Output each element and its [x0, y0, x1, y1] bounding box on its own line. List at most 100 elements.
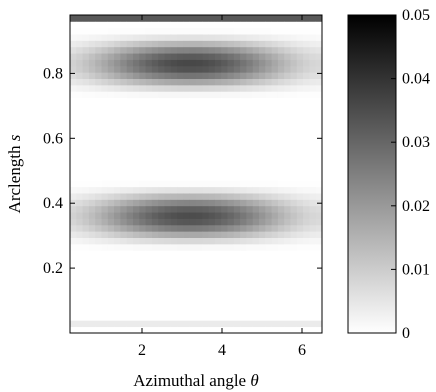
- heatmap-cell: [107, 104, 115, 111]
- heatmap-cell: [221, 186, 228, 194]
- heatmap-cell: [202, 135, 209, 143]
- heatmap-cell: [214, 154, 222, 162]
- heatmap-cell: [277, 129, 285, 137]
- heatmap-cell: [221, 154, 228, 162]
- heatmap-cell: [133, 205, 140, 213]
- heatmap-cell: [82, 129, 90, 137]
- heatmap-cell: [120, 243, 128, 251]
- heatmap-cell: [315, 288, 323, 296]
- heatmap-cell: [309, 307, 317, 315]
- heatmap-cell: [114, 53, 121, 60]
- heatmap-cell: [196, 34, 203, 41]
- heatmap-cell: [133, 15, 140, 22]
- heatmap-cell: [265, 148, 272, 156]
- heatmap-cell: [252, 167, 260, 175]
- heatmap-cell: [221, 123, 228, 130]
- heatmap-cell: [177, 72, 184, 79]
- heatmap-cell: [284, 320, 291, 328]
- heatmap-cell: [95, 91, 102, 99]
- heatmap-cell: [120, 212, 128, 219]
- heatmap-cell: [202, 40, 209, 48]
- heatmap-cell: [252, 91, 260, 99]
- heatmap-cell: [227, 15, 235, 22]
- heatmap-cell: [259, 34, 266, 41]
- heatmap-cell: [271, 46, 279, 54]
- heatmap-cell: [151, 294, 159, 302]
- heatmap-cell: [277, 135, 285, 143]
- heatmap-cell: [95, 129, 102, 137]
- heatmap-cell: [221, 59, 228, 67]
- heatmap-cell: [214, 27, 222, 35]
- heatmap-cell: [214, 326, 222, 334]
- heatmap-cell: [227, 135, 235, 143]
- heatmap-cell: [183, 263, 191, 270]
- heatmap-cell: [126, 15, 134, 22]
- heatmap-cell: [151, 205, 159, 213]
- heatmap-cell: [189, 154, 197, 162]
- heatmap-cell: [183, 250, 191, 258]
- heatmap-cell: [151, 154, 159, 162]
- heatmap-cell: [107, 326, 115, 334]
- heatmap-cell: [114, 110, 121, 118]
- heatmap-cell: [208, 84, 216, 92]
- heatmap-cell: [221, 34, 228, 41]
- heatmap-cell: [259, 237, 266, 245]
- heatmap-cell: [164, 199, 172, 207]
- heatmap-cell: [101, 148, 109, 156]
- heatmap-cell: [214, 212, 222, 219]
- heatmap-cell: [82, 27, 90, 35]
- heatmap-cell: [107, 65, 115, 73]
- heatmap-cell: [214, 129, 222, 137]
- heatmap-cell: [183, 307, 191, 315]
- heatmap-cell: [233, 294, 241, 302]
- heatmap-cell: [170, 275, 178, 283]
- heatmap-cell: [170, 180, 178, 188]
- heatmap-cell: [82, 65, 90, 73]
- heatmap-cell: [158, 72, 165, 79]
- heatmap-cell: [158, 237, 165, 245]
- heatmap-cell: [227, 46, 235, 54]
- heatmap-cell: [189, 313, 197, 321]
- heatmap-cell: [189, 174, 197, 181]
- heatmap-cell: [259, 180, 266, 188]
- heatmap-cell: [196, 154, 203, 162]
- heatmap-cell: [139, 180, 146, 188]
- heatmap-cell: [196, 142, 203, 149]
- heatmap-cell: [265, 129, 272, 137]
- heatmap-cell: [277, 15, 285, 22]
- heatmap-cell: [227, 193, 235, 200]
- heatmap-cell: [164, 180, 172, 188]
- heatmap-cell: [145, 27, 153, 35]
- heatmap-cell: [101, 84, 109, 92]
- heatmap-cell: [114, 326, 121, 334]
- heatmap-cell: [133, 84, 140, 92]
- heatmap-cell: [290, 53, 298, 60]
- heatmap-cell: [290, 263, 298, 270]
- heatmap-cell: [303, 53, 310, 60]
- heatmap-cell: [170, 15, 178, 22]
- heatmap-cell: [189, 307, 197, 315]
- heatmap-cell: [290, 84, 298, 92]
- heatmap-cell: [164, 123, 172, 130]
- heatmap-cell: [277, 307, 285, 315]
- heatmap-cell: [277, 167, 285, 175]
- heatmap-cell: [139, 116, 146, 124]
- heatmap-cell: [133, 307, 140, 315]
- heatmap-cell: [315, 53, 323, 60]
- heatmap-cell: [259, 104, 266, 111]
- heatmap-cell: [145, 294, 153, 302]
- heatmap-cell: [246, 326, 254, 334]
- heatmap-cell: [151, 97, 159, 105]
- heatmap-cell: [95, 46, 102, 54]
- heatmap-cell: [208, 199, 216, 207]
- heatmap-cell: [76, 53, 83, 60]
- heatmap-cell: [158, 59, 165, 67]
- heatmap-cell: [107, 59, 115, 67]
- heatmap-cell: [284, 53, 291, 60]
- heatmap-cell: [158, 97, 165, 105]
- x-tick-label: 4: [218, 342, 226, 359]
- heatmap-cell: [145, 148, 153, 156]
- heatmap-cell: [126, 301, 134, 308]
- heatmap-cell: [202, 65, 209, 73]
- heatmap-cell: [315, 294, 323, 302]
